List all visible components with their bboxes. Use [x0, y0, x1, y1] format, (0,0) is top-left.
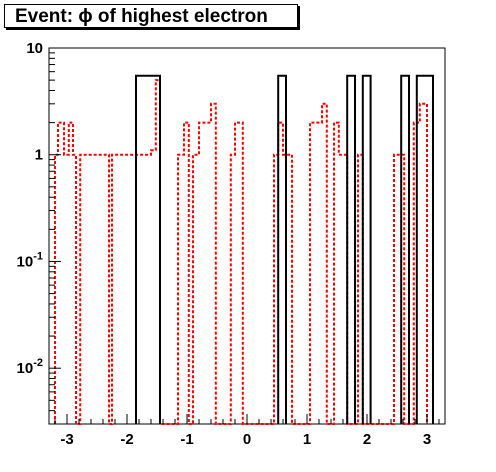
x-tick-label: -1 — [180, 431, 193, 448]
chart-title: Event: ϕ of highest electron — [15, 6, 268, 27]
x-tick-label: -3 — [60, 431, 73, 448]
x-tick-label: 2 — [363, 431, 371, 448]
black-series-bin — [135, 74, 161, 424]
series-layer — [54, 74, 434, 425]
x-tick-label: -2 — [120, 431, 133, 448]
chart-title-box: Event: ϕ of highest electron — [4, 4, 298, 28]
y-tick-label: 1 — [35, 147, 43, 164]
y-tick-label: 10-1 — [17, 250, 43, 270]
red-dotted-series — [54, 79, 428, 425]
black-series-bin — [400, 74, 410, 424]
y-tick-label: 10-2 — [17, 357, 43, 377]
black-series-bin — [361, 74, 372, 424]
black-series-bin — [415, 74, 434, 424]
y-tick-label: 10 — [26, 40, 43, 57]
x-tick-label: 3 — [423, 431, 431, 448]
axis-layer: -3 -2 -1 0 1 2 3 10 1 10-1 10-2 — [17, 40, 440, 448]
black-series-bin — [277, 74, 287, 424]
x-tick-label: 0 — [243, 431, 251, 448]
black-series-bin — [346, 74, 356, 424]
x-tick-label: 1 — [303, 431, 311, 448]
